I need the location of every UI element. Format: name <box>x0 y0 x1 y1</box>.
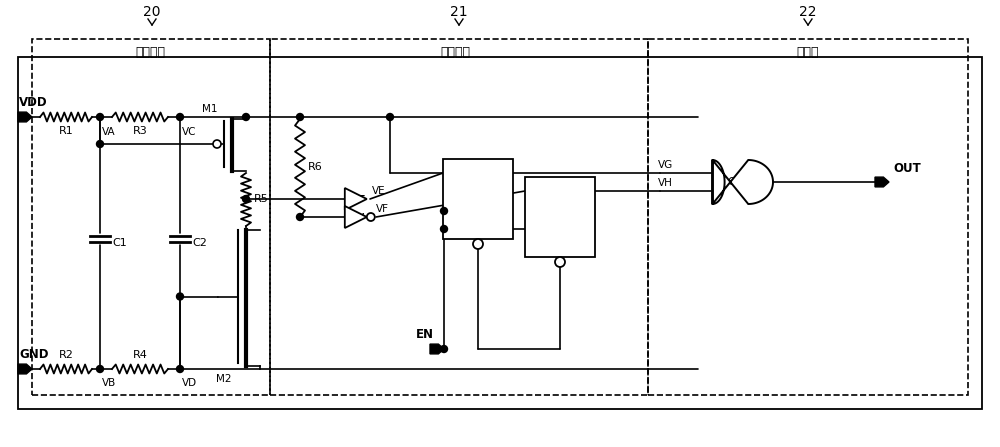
Text: D: D <box>530 185 538 195</box>
Text: VB: VB <box>102 378 116 388</box>
Text: DFFR: DFFR <box>547 206 573 216</box>
Circle shape <box>242 195 250 202</box>
Text: VH: VH <box>658 178 673 188</box>
Circle shape <box>555 257 565 267</box>
Circle shape <box>473 239 483 249</box>
Polygon shape <box>18 364 32 374</box>
Text: IINV: IINV <box>347 212 365 222</box>
Circle shape <box>367 213 375 221</box>
Text: VD: VD <box>182 378 197 388</box>
Polygon shape <box>345 206 367 228</box>
Circle shape <box>296 214 304 220</box>
Text: VG: VG <box>658 160 673 170</box>
Text: DFFR: DFFR <box>465 188 491 198</box>
FancyBboxPatch shape <box>443 159 513 239</box>
FancyBboxPatch shape <box>525 177 595 257</box>
Circle shape <box>440 346 448 353</box>
Circle shape <box>440 207 448 215</box>
Text: R2: R2 <box>59 350 73 360</box>
Text: C2: C2 <box>192 238 207 248</box>
Polygon shape <box>712 160 773 204</box>
Circle shape <box>242 114 250 121</box>
Circle shape <box>213 140 221 148</box>
Circle shape <box>176 114 184 121</box>
Text: R5: R5 <box>254 194 269 203</box>
Text: OUT: OUT <box>893 161 921 174</box>
Circle shape <box>440 225 448 232</box>
Text: 20: 20 <box>143 5 161 19</box>
Text: Q: Q <box>582 185 590 195</box>
Text: QB: QB <box>494 206 508 216</box>
Text: EN: EN <box>416 329 434 342</box>
Circle shape <box>176 293 184 300</box>
Text: CK: CK <box>448 206 461 216</box>
Text: R1: R1 <box>59 126 73 136</box>
Text: RN: RN <box>553 240 567 250</box>
Text: VC: VC <box>182 127 196 137</box>
Polygon shape <box>875 177 889 187</box>
Text: R4: R4 <box>133 350 147 360</box>
Polygon shape <box>430 344 444 354</box>
Text: M1: M1 <box>202 104 218 114</box>
Text: D: D <box>448 167 456 177</box>
Circle shape <box>176 366 184 372</box>
Text: R6: R6 <box>308 162 323 172</box>
Text: Q: Q <box>500 167 508 177</box>
Text: QB: QB <box>576 224 590 234</box>
FancyBboxPatch shape <box>18 57 982 409</box>
Text: VF: VF <box>376 204 389 214</box>
Text: C1: C1 <box>112 238 127 248</box>
Circle shape <box>296 114 304 121</box>
Polygon shape <box>18 112 32 122</box>
Circle shape <box>96 366 104 372</box>
Text: VA: VA <box>102 127 116 137</box>
Text: VE: VE <box>372 186 386 196</box>
Text: M2: M2 <box>216 374 232 384</box>
Circle shape <box>96 140 104 148</box>
Polygon shape <box>345 188 367 210</box>
Text: R3: R3 <box>133 126 147 136</box>
Text: VDD: VDD <box>19 97 48 110</box>
Text: GND: GND <box>19 349 48 362</box>
Text: RN: RN <box>471 222 485 232</box>
Text: BUF: BUF <box>346 194 366 203</box>
Circle shape <box>96 114 104 121</box>
Text: 检测电路: 检测电路 <box>440 46 470 59</box>
Text: OR: OR <box>728 177 744 187</box>
Circle shape <box>386 114 394 121</box>
Text: 采样网络: 采样网络 <box>135 46 165 59</box>
Text: 21: 21 <box>450 5 468 19</box>
Text: 22: 22 <box>799 5 817 19</box>
Text: 输出级: 输出级 <box>797 46 819 59</box>
Text: CK: CK <box>530 224 543 234</box>
